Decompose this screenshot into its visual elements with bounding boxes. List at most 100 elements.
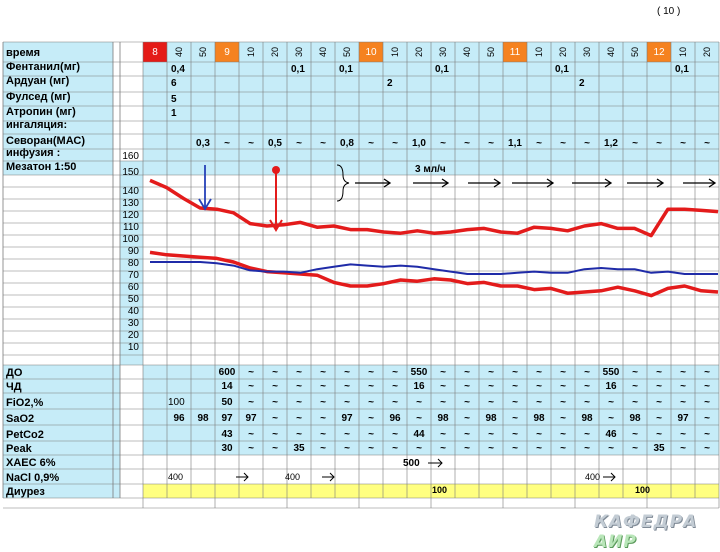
petco2-value: ~ <box>320 429 326 440</box>
chd-value: ~ <box>248 381 254 392</box>
do-value: ~ <box>512 367 518 378</box>
scale-label: 100 <box>122 234 139 245</box>
peak-value: ~ <box>416 443 422 454</box>
peak-value: ~ <box>344 443 350 454</box>
nacl-arrow <box>603 472 616 482</box>
sao2-value: ~ <box>608 413 614 424</box>
do-value: ~ <box>464 367 470 378</box>
sao2-value: ~ <box>512 413 518 424</box>
do-value: ~ <box>680 367 686 378</box>
series-line <box>149 250 719 298</box>
fentanyl-dose: 0,1 <box>555 64 569 75</box>
sao2-value: ~ <box>368 413 374 424</box>
sevoran-value: 0,5 <box>268 138 282 149</box>
fio2-value: 50 <box>221 397 233 408</box>
chd-value: ~ <box>656 381 662 392</box>
scale-label: 130 <box>122 198 139 209</box>
sao2-value: ~ <box>320 413 326 424</box>
sevoran-value: ~ <box>248 138 254 149</box>
peak-value: ~ <box>248 443 254 454</box>
sevoran-value: ~ <box>656 138 662 149</box>
scale-label: 150 <box>122 167 139 178</box>
chd-value: ~ <box>392 381 398 392</box>
fio2-value: ~ <box>536 397 542 408</box>
row-label: PetCo2 <box>6 429 44 441</box>
chd-value: ~ <box>512 381 518 392</box>
fentanyl-dose: 0,4 <box>171 64 185 75</box>
chd-value: 14 <box>221 381 233 392</box>
petco2-value: ~ <box>584 429 590 440</box>
peak-value: ~ <box>680 443 686 454</box>
do-value: ~ <box>632 367 638 378</box>
do-value: ~ <box>440 367 446 378</box>
sevoran-value: ~ <box>488 138 494 149</box>
minute-label: 10 <box>534 47 544 57</box>
row-label: FiO2,% <box>6 397 44 409</box>
sao2-value: 98 <box>197 413 209 424</box>
peak-value: ~ <box>368 443 374 454</box>
petco2-value: ~ <box>632 429 638 440</box>
petco2-value: ~ <box>488 429 494 440</box>
infusion-arrow <box>572 178 613 188</box>
chd-value: ~ <box>536 381 542 392</box>
fentanyl-dose: 0,1 <box>435 64 449 75</box>
fio2-value: ~ <box>416 397 422 408</box>
fio2-value: ~ <box>680 397 686 408</box>
fio2-value: ~ <box>464 397 470 408</box>
minute-label: 40 <box>318 47 328 57</box>
sao2-value: 98 <box>437 413 449 424</box>
petco2-value: ~ <box>704 429 710 440</box>
fio2-value: ~ <box>440 397 446 408</box>
fulsed-dose: 5 <box>171 94 177 105</box>
scale-label: 140 <box>122 186 139 197</box>
logo-text-2: АИР <box>594 532 637 552</box>
infusion-arrow <box>512 178 555 188</box>
scale-label: 10 <box>128 342 140 353</box>
peak-value: 30 <box>221 443 233 454</box>
infusion-arrow <box>683 178 717 188</box>
sao2-value: 97 <box>341 413 353 424</box>
haes-arrow <box>428 458 443 468</box>
department-logo: КАФЕДРА АИР <box>594 512 720 552</box>
do-value: 600 <box>219 367 236 378</box>
petco2-value: ~ <box>296 429 302 440</box>
scale-label: 70 <box>128 270 140 281</box>
minute-label: 20 <box>414 47 424 57</box>
blue-arrow <box>198 165 212 211</box>
do-value: ~ <box>296 367 302 378</box>
do-value: ~ <box>704 367 710 378</box>
fio2-value: ~ <box>272 397 278 408</box>
sao2-value: ~ <box>704 413 710 424</box>
do-value: ~ <box>368 367 374 378</box>
minute-label: 50 <box>486 47 496 57</box>
row-label: ЧД <box>6 381 22 393</box>
row-label: инфузия : <box>6 147 60 159</box>
peak-value: ~ <box>704 443 710 454</box>
sevoran-value: 1,1 <box>508 138 522 149</box>
row-label: Фулсед (мг) <box>6 91 71 103</box>
nacl-arrow <box>236 472 249 482</box>
sevoran-value: ~ <box>464 138 470 149</box>
hour-label: 11 <box>510 47 521 58</box>
haes-value: 500 <box>403 458 420 469</box>
hour-cell <box>359 42 383 62</box>
sevoran-value: ~ <box>680 138 686 149</box>
do-value: ~ <box>320 367 326 378</box>
row-label: NaCl 0,9% <box>6 472 59 484</box>
page-number: ( 10 ) <box>657 6 681 17</box>
sao2-value: ~ <box>296 413 302 424</box>
do-value: ~ <box>392 367 398 378</box>
sevoran-value: ~ <box>368 138 374 149</box>
minute-label: 20 <box>270 47 280 57</box>
sao2-value: ~ <box>560 413 566 424</box>
chd-value: ~ <box>704 381 710 392</box>
chd-value: ~ <box>320 381 326 392</box>
row-label: Peak <box>6 443 33 455</box>
chd-value: ~ <box>632 381 638 392</box>
chd-value: ~ <box>440 381 446 392</box>
fio2-handwritten: 100 <box>168 397 185 408</box>
sao2-value: ~ <box>416 413 422 424</box>
chd-value: 16 <box>605 381 617 392</box>
petco2-value: ~ <box>344 429 350 440</box>
sevoran-value: 1,2 <box>604 138 618 149</box>
